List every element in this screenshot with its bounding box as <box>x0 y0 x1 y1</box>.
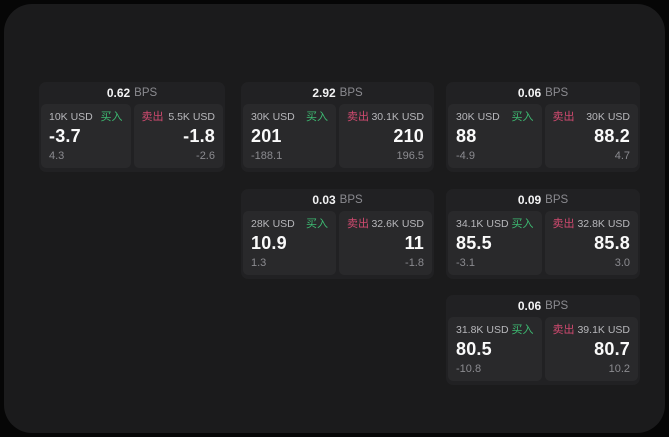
buy-action-button[interactable]: 买入 <box>306 218 328 230</box>
buy-tile[interactable]: 34.1K USD 买入 85.5 -3.1 <box>448 211 542 275</box>
sell-delta: 196.5 <box>396 150 424 162</box>
card-body: 30K USD 买入 201 -188.1 卖出 30.1K USD 210 1… <box>241 104 434 170</box>
bps-unit-label: BPS <box>339 87 363 99</box>
bps-unit-label: BPS <box>545 194 569 206</box>
sell-size-label: 5.5K USD <box>168 111 215 123</box>
sell-price: 88.2 <box>594 126 630 146</box>
bps-value: 2.92 <box>312 86 336 100</box>
buy-delta: -4.9 <box>456 150 475 162</box>
buy-tile[interactable]: 30K USD 买入 201 -188.1 <box>243 104 336 168</box>
sell-size-label: 39.1K USD <box>577 324 630 336</box>
sell-action-button[interactable]: 卖出 <box>552 324 575 336</box>
sell-delta: -1.8 <box>405 257 424 269</box>
buy-size-label: 34.1K USD <box>456 218 509 230</box>
bps-value: 0.62 <box>106 86 131 100</box>
sell-action-button[interactable]: 卖出 <box>347 218 369 230</box>
buy-price: 85.5 <box>456 233 492 253</box>
buy-price: -3.7 <box>49 126 81 146</box>
sell-action-button[interactable]: 卖出 <box>552 111 575 123</box>
buy-size-label: 28K USD <box>251 218 295 230</box>
buy-tile[interactable]: 30K USD 买入 88 -4.9 <box>448 104 542 168</box>
sell-delta: 4.7 <box>614 150 630 162</box>
buy-delta: 4.3 <box>49 150 65 162</box>
bps-unit-label: BPS <box>545 300 569 312</box>
buy-size-label: 31.8K USD <box>456 324 509 336</box>
bps-unit-label: BPS <box>134 87 158 99</box>
sell-size-label: 32.6K USD <box>371 218 424 230</box>
sell-size-label: 30.1K USD <box>371 111 424 123</box>
quote-card: 0.09 BPS 34.1K USD 买入 85.5 -3.1 卖出 32.8K… <box>446 189 640 279</box>
card-body: 10K USD 买入 -3.7 4.3 卖出 5.5K USD -1.8 -2.… <box>39 104 225 170</box>
sell-price: 80.7 <box>594 339 630 359</box>
buy-size-label: 30K USD <box>251 111 295 123</box>
buy-size-label: 10K USD <box>49 111 93 123</box>
card-body: 31.8K USD 买入 80.5 -10.8 卖出 39.1K USD 80.… <box>446 317 640 383</box>
buy-action-button[interactable]: 买入 <box>100 111 123 123</box>
buy-action-button[interactable]: 买入 <box>306 111 328 123</box>
sell-tile[interactable]: 卖出 30.1K USD 210 196.5 <box>339 104 432 168</box>
card-header: 0.06 BPS <box>446 82 640 104</box>
buy-action-button[interactable]: 买入 <box>511 324 534 336</box>
sell-tile[interactable]: 卖出 5.5K USD -1.8 -2.6 <box>133 104 223 168</box>
buy-delta: -10.8 <box>456 363 482 375</box>
sell-price: 11 <box>404 233 424 253</box>
sell-action-button[interactable]: 卖出 <box>552 218 575 230</box>
card-header: 0.62 BPS <box>39 82 225 104</box>
buy-tile[interactable]: 28K USD 买入 10.9 1.3 <box>243 211 336 275</box>
buy-delta: -3.1 <box>456 257 475 269</box>
buy-delta: -188.1 <box>251 150 283 162</box>
sell-price: 210 <box>393 126 424 146</box>
sell-size-label: 30K USD <box>586 111 630 123</box>
buy-action-button[interactable]: 买入 <box>511 111 534 123</box>
buy-price: 88 <box>456 126 477 146</box>
buy-price: 10.9 <box>251 233 287 253</box>
buy-price: 201 <box>251 126 282 146</box>
sell-action-button[interactable]: 卖出 <box>141 111 164 123</box>
sell-price: -1.8 <box>183 126 215 146</box>
card-body: 30K USD 买入 88 -4.9 卖出 30K USD 88.2 4.7 <box>446 104 640 170</box>
bps-value: 0.03 <box>312 193 336 207</box>
sell-delta: 3.0 <box>614 257 630 269</box>
sell-delta: -2.6 <box>196 150 215 162</box>
quote-card: 0.06 BPS 31.8K USD 买入 80.5 -10.8 卖出 39.1… <box>446 295 640 385</box>
bps-unit-label: BPS <box>339 194 363 206</box>
sell-action-button[interactable]: 卖出 <box>347 111 369 123</box>
app-window: 0.62 BPS 10K USD 买入 -3.7 4.3 卖出 5.5K USD… <box>4 4 665 433</box>
sell-tile[interactable]: 卖出 32.8K USD 85.8 3.0 <box>544 211 638 275</box>
card-header: 0.09 BPS <box>446 189 640 211</box>
sell-tile[interactable]: 卖出 30K USD 88.2 4.7 <box>544 104 638 168</box>
buy-tile[interactable]: 31.8K USD 买入 80.5 -10.8 <box>448 317 542 381</box>
quote-card: 0.62 BPS 10K USD 买入 -3.7 4.3 卖出 5.5K USD… <box>39 82 225 172</box>
bps-value: 0.06 <box>517 86 542 100</box>
sell-size-label: 32.8K USD <box>577 218 630 230</box>
quote-card: 0.03 BPS 28K USD 买入 10.9 1.3 卖出 32.6K US… <box>241 189 434 279</box>
quote-card: 0.06 BPS 30K USD 买入 88 -4.9 卖出 30K USD 8… <box>446 82 640 172</box>
buy-tile[interactable]: 10K USD 买入 -3.7 4.3 <box>41 104 131 168</box>
sell-tile[interactable]: 卖出 32.6K USD 11 -1.8 <box>339 211 432 275</box>
card-body: 34.1K USD 买入 85.5 -3.1 卖出 32.8K USD 85.8… <box>446 211 640 277</box>
bps-value: 0.06 <box>517 299 542 313</box>
sell-delta: 10.2 <box>608 363 630 375</box>
buy-action-button[interactable]: 买入 <box>511 218 534 230</box>
card-body: 28K USD 买入 10.9 1.3 卖出 32.6K USD 11 -1.8 <box>241 211 434 277</box>
card-header: 2.92 BPS <box>241 82 434 104</box>
bps-unit-label: BPS <box>545 87 569 99</box>
sell-tile[interactable]: 卖出 39.1K USD 80.7 10.2 <box>544 317 638 381</box>
buy-delta: 1.3 <box>251 257 267 269</box>
buy-price: 80.5 <box>456 339 492 359</box>
card-header: 0.03 BPS <box>241 189 434 211</box>
bps-value: 0.09 <box>517 193 542 207</box>
sell-price: 85.8 <box>594 233 630 253</box>
card-header: 0.06 BPS <box>446 295 640 317</box>
quote-card: 2.92 BPS 30K USD 买入 201 -188.1 卖出 30.1K … <box>241 82 434 172</box>
buy-size-label: 30K USD <box>456 111 500 123</box>
